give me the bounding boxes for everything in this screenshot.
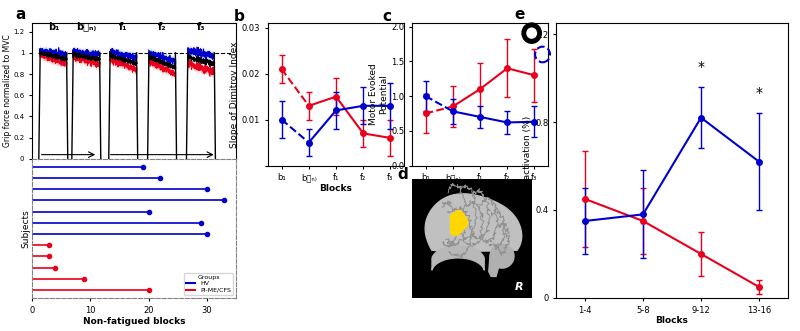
Text: d: d	[398, 167, 408, 182]
Text: e: e	[514, 7, 525, 22]
X-axis label: Non-fatigued blocks: Non-fatigued blocks	[82, 317, 186, 326]
Text: c: c	[382, 9, 391, 24]
Text: b₏ₙ₎: b₏ₙ₎	[76, 22, 97, 32]
Text: f₁: f₁	[119, 22, 127, 32]
Text: *: *	[755, 86, 762, 100]
Text: b: b	[234, 9, 245, 24]
Polygon shape	[450, 211, 468, 235]
Polygon shape	[426, 194, 522, 251]
Y-axis label: Motor Evoked
Potential: Motor Evoked Potential	[369, 64, 389, 125]
X-axis label: Blocks: Blocks	[319, 183, 353, 193]
Text: f₂: f₂	[158, 22, 166, 32]
Circle shape	[522, 23, 542, 43]
Text: f₃: f₃	[197, 22, 206, 32]
Y-axis label: Grip force normalized to MVC: Grip force normalized to MVC	[2, 35, 12, 147]
Polygon shape	[490, 244, 514, 268]
Y-axis label: Subjects: Subjects	[22, 209, 30, 248]
Text: After fatigue onset: After fatigue onset	[130, 163, 194, 169]
Text: a: a	[16, 7, 26, 22]
X-axis label: Blocks: Blocks	[463, 183, 497, 193]
Polygon shape	[489, 253, 498, 276]
Legend: HV, PI-ME/CFS: HV, PI-ME/CFS	[184, 273, 233, 295]
Text: b₁: b₁	[48, 22, 59, 32]
Circle shape	[526, 27, 537, 39]
Text: *: *	[698, 60, 705, 74]
Text: R: R	[515, 282, 524, 292]
Y-axis label: Slope of Dimitrov Index: Slope of Dimitrov Index	[230, 41, 239, 148]
Y-axis label: Brain activation (%): Brain activation (%)	[523, 116, 532, 206]
Text: Before fatigue onset: Before fatigue onset	[34, 163, 105, 169]
X-axis label: Blocks: Blocks	[655, 316, 689, 325]
